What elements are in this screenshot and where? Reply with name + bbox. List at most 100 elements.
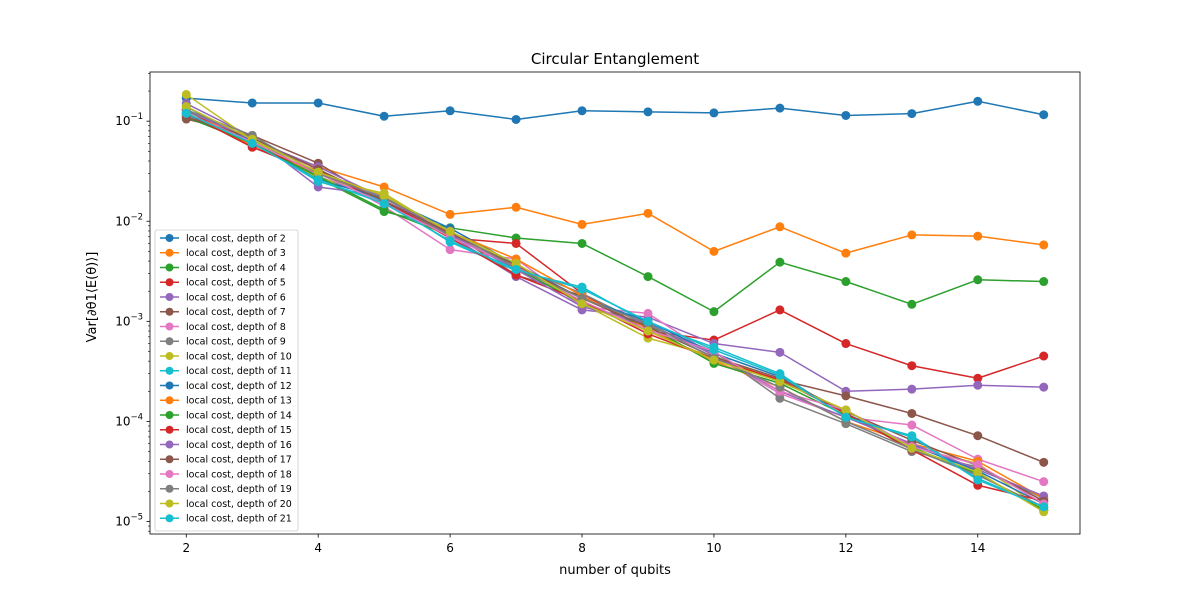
legend-label: local cost, depth of 18 xyxy=(186,469,292,480)
data-point xyxy=(445,106,455,116)
data-point xyxy=(643,208,653,218)
x-tick-label: 12 xyxy=(838,541,853,555)
x-axis-label: number of qubits xyxy=(559,563,671,578)
data-point xyxy=(973,431,983,441)
data-point xyxy=(775,393,785,403)
data-point xyxy=(247,138,257,148)
legend-entry-20: local cost, depth of 21 xyxy=(160,514,292,525)
data-point xyxy=(973,460,983,470)
legend-label: local cost, depth of 4 xyxy=(186,263,286,274)
legend-marker xyxy=(165,337,174,346)
legend-marker xyxy=(165,234,174,242)
legend: local cost, depth of 2 local cost, depth … xyxy=(154,229,299,532)
legend-entry-4: local cost, depth of 5 xyxy=(160,278,286,289)
data-point xyxy=(907,230,917,240)
data-point xyxy=(973,231,983,241)
x-tick-label: 8 xyxy=(578,541,586,555)
data-point xyxy=(1039,382,1049,392)
series-line xyxy=(186,118,1045,464)
y-tick-label: 10−1 xyxy=(115,112,143,128)
data-point xyxy=(775,377,785,387)
legend-box xyxy=(154,229,299,532)
legend-entry-5: local cost, depth of 6 xyxy=(160,292,286,303)
y-tick-label: 10−4 xyxy=(115,412,143,428)
legend-entry-18: local cost, depth of 19 xyxy=(160,484,292,495)
data-point xyxy=(907,299,917,309)
plot-area xyxy=(181,89,1049,517)
data-point xyxy=(313,167,323,177)
data-point xyxy=(577,106,587,116)
legend-marker xyxy=(165,396,174,405)
legend-marker xyxy=(165,248,174,257)
legend-marker xyxy=(165,278,174,287)
data-point xyxy=(709,307,719,317)
axes-frame xyxy=(149,71,1081,535)
legend-marker xyxy=(165,499,174,508)
data-point xyxy=(709,355,719,365)
legend-label: local cost, depth of 14 xyxy=(186,410,292,421)
legend-label: local cost, depth of 7 xyxy=(186,307,286,318)
axes: 10−5 10−4 10−3 10−2 10−1 2 4 6 8 10 12 14 xyxy=(115,71,1081,555)
legend-label: local cost, depth of 13 xyxy=(186,396,292,407)
data-point xyxy=(775,103,785,113)
data-point xyxy=(973,373,983,383)
legend-entry-16: local cost, depth of 17 xyxy=(160,455,292,466)
legend-entry-10: local cost, depth of 11 xyxy=(160,366,292,377)
data-point xyxy=(973,475,983,485)
data-point xyxy=(445,236,455,246)
data-point xyxy=(379,191,389,201)
legend-marker xyxy=(165,484,174,493)
legend-label: local cost, depth of 5 xyxy=(186,278,286,289)
data-point xyxy=(1039,277,1049,287)
data-point xyxy=(379,111,389,121)
legend-label: local cost, depth of 20 xyxy=(186,499,292,510)
data-point xyxy=(709,108,719,118)
series-line xyxy=(185,112,1045,505)
data-point xyxy=(445,227,455,236)
legend-label: local cost, depth of 9 xyxy=(186,337,286,348)
series-line xyxy=(186,109,1045,508)
data-point xyxy=(1039,110,1049,120)
legend-marker xyxy=(165,322,174,331)
data-point xyxy=(907,384,917,394)
legend-marker xyxy=(165,352,174,360)
data-point xyxy=(907,432,917,442)
x-tick-label: 10 xyxy=(706,541,721,555)
data-point xyxy=(907,109,917,119)
x-tick-label: 2 xyxy=(182,541,190,555)
data-point xyxy=(1039,351,1049,361)
legend-marker xyxy=(165,307,174,316)
data-point xyxy=(1039,477,1049,487)
data-point xyxy=(973,380,983,390)
data-point xyxy=(907,361,917,371)
legend-label: local cost, depth of 16 xyxy=(186,440,292,451)
legend-marker xyxy=(165,411,174,419)
data-point xyxy=(577,238,587,248)
data-point xyxy=(511,114,521,124)
data-point xyxy=(181,108,191,118)
legend-entry-2: local cost, depth of 3 xyxy=(160,248,286,259)
data-point xyxy=(775,305,785,315)
data-point xyxy=(577,284,587,294)
series-line xyxy=(186,116,1045,502)
legend-label: local cost, depth of 21 xyxy=(186,514,292,525)
legend-label: local cost, depth of 8 xyxy=(186,322,286,333)
legend-marker xyxy=(165,440,174,449)
data-point xyxy=(181,102,191,112)
legend-marker xyxy=(165,470,174,478)
data-point xyxy=(445,209,455,219)
data-point xyxy=(841,277,851,287)
data-point xyxy=(643,316,653,326)
data-point xyxy=(643,326,653,336)
legend-label: local cost, depth of 15 xyxy=(186,425,292,436)
data-point xyxy=(577,299,587,309)
data-point xyxy=(643,272,653,282)
x-tick-label: 14 xyxy=(970,541,985,555)
data-point xyxy=(775,347,785,357)
data-point xyxy=(841,110,851,120)
legend-marker xyxy=(165,263,174,272)
legend-marker xyxy=(165,455,174,464)
series-line xyxy=(186,97,1044,121)
data-point xyxy=(1039,240,1049,250)
